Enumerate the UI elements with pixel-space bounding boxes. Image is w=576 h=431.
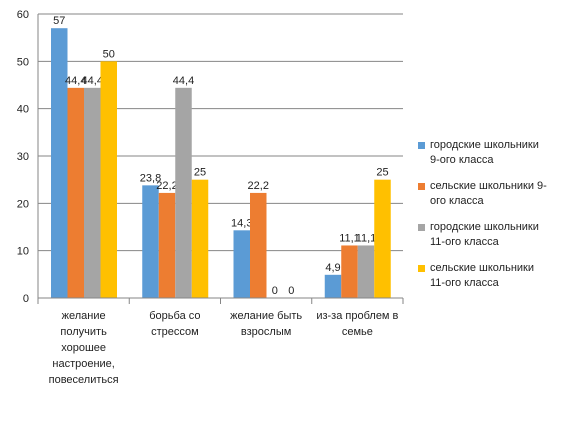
- y-tick-label: 0: [23, 293, 29, 305]
- data-label: 0: [288, 285, 294, 297]
- data-label: 44,4: [82, 75, 103, 87]
- data-label: 14,3: [231, 217, 252, 229]
- data-label: 44,4: [173, 75, 194, 87]
- legend-item: сельские школьники 11-ого класса: [418, 261, 568, 291]
- legend-label-line: ого класса: [430, 195, 484, 207]
- bar: [175, 87, 192, 298]
- data-label: 22,2: [156, 180, 177, 192]
- bar: [324, 274, 342, 298]
- legend-swatch: [418, 224, 425, 231]
- data-label: 44,4: [65, 75, 86, 87]
- data-label: 57: [53, 15, 65, 27]
- y-tick-label: 10: [17, 246, 29, 258]
- legend-label-line: сельские школьники: [430, 262, 534, 274]
- bar: [250, 192, 267, 298]
- legend-label-line: городские школьники: [430, 221, 539, 233]
- legend-label-line: 11-ого класса: [430, 277, 499, 289]
- bar: [233, 230, 250, 298]
- bar: [84, 87, 101, 298]
- data-label: 0: [272, 285, 278, 297]
- legend-label-line: 11-ого класса: [430, 236, 499, 248]
- y-tick-label: 40: [17, 104, 29, 116]
- bar: [100, 61, 117, 299]
- legend-item: городские школьники 9-ого класса: [418, 138, 568, 168]
- data-label: 11,1: [339, 232, 360, 244]
- y-tick-label: 50: [17, 56, 29, 68]
- data-label: 22,2: [248, 180, 269, 192]
- y-tick-label: 20: [17, 198, 29, 210]
- data-label: 25: [376, 167, 388, 179]
- data-label: 23,8: [140, 172, 161, 184]
- bar: [67, 87, 84, 298]
- data-label: 50: [103, 48, 115, 60]
- legend-label: городские школьники 11-ого класса: [430, 220, 566, 250]
- legend: городские школьники 9-ого класса сельские …: [418, 138, 568, 302]
- bar: [341, 245, 358, 298]
- x-tick-label: борьба со стрессом: [149, 310, 200, 338]
- y-tick-label: 60: [17, 9, 29, 21]
- legend-swatch: [418, 265, 425, 272]
- bar: [158, 192, 176, 298]
- data-label: 11,1: [356, 232, 377, 244]
- legend-label: городские школьники 9-ого класса: [430, 138, 566, 168]
- bar: [374, 179, 391, 298]
- legend-item: сельские школьники 9- ого класса: [418, 179, 568, 209]
- legend-label: сельские школьники 9- ого класса: [430, 179, 566, 209]
- y-tick-label: 30: [17, 151, 29, 163]
- legend-label-line: 9-ого класса: [430, 154, 494, 166]
- bar: [191, 179, 209, 298]
- x-tick-label: желание получить хорошее настроение, повесел…: [49, 310, 119, 386]
- bar: [357, 245, 375, 298]
- legend-swatch: [418, 142, 425, 149]
- bar: [51, 28, 68, 298]
- bar: [142, 185, 159, 298]
- x-tick-label: из-за проблем в семье: [316, 310, 398, 338]
- x-tick-label: желание быть взрослым: [230, 310, 302, 338]
- legend-label-line: городские школьники: [430, 139, 539, 151]
- data-label: 4,9: [325, 262, 340, 274]
- data-label: 25: [194, 167, 206, 179]
- legend-label: сельские школьники 11-ого класса: [430, 261, 566, 291]
- legend-item: городские школьники 11-ого класса: [418, 220, 568, 250]
- legend-swatch: [418, 183, 425, 190]
- legend-label-line: сельские школьники 9-: [430, 180, 547, 192]
